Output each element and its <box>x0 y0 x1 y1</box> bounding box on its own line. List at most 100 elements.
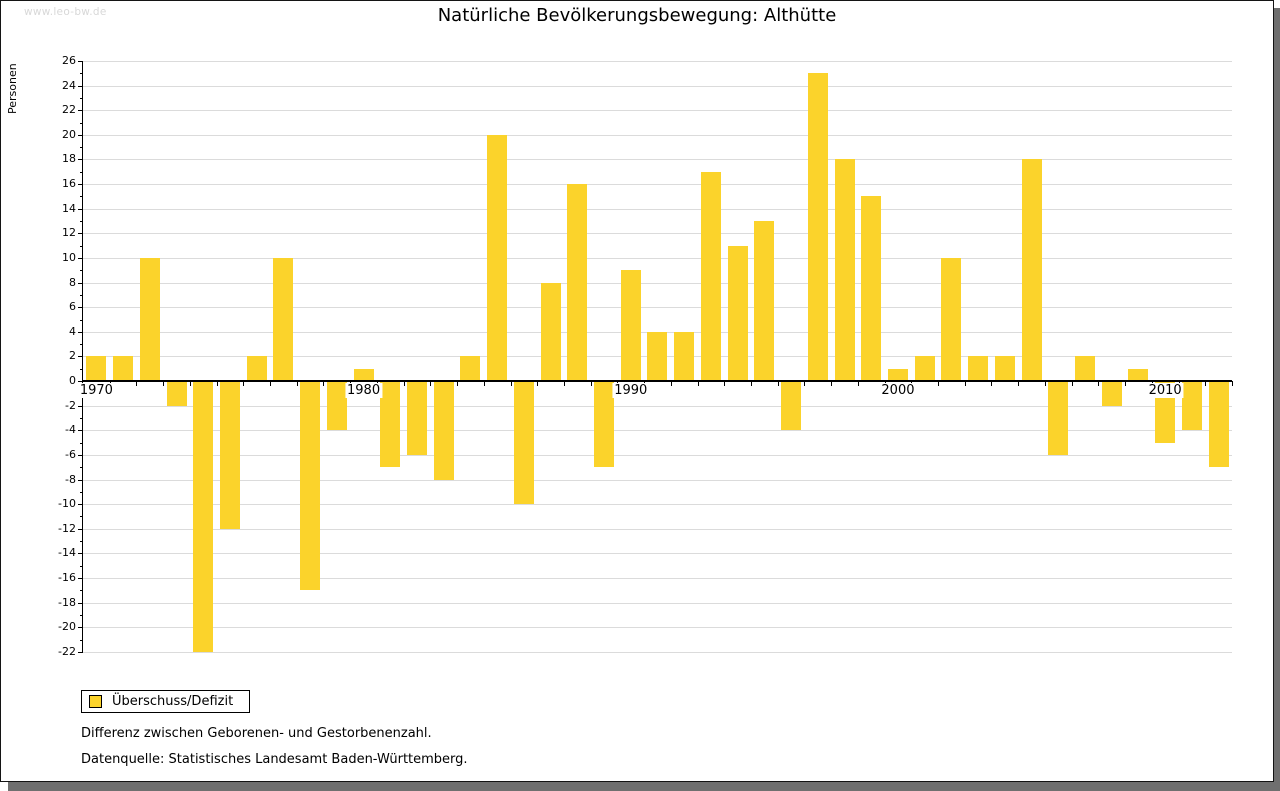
y-axis-tick <box>78 61 83 62</box>
gridline-26 <box>83 61 1232 62</box>
bar-1973 <box>166 381 187 406</box>
bar-1977 <box>273 257 294 382</box>
x-axis-tick <box>163 381 165 387</box>
y-axis-tick <box>78 331 83 333</box>
bar-2008 <box>1101 381 1122 406</box>
gridline-18 <box>83 159 1232 161</box>
x-axis-tick <box>1044 381 1046 387</box>
bar-1972 <box>139 257 160 382</box>
y-axis-tick <box>78 528 83 530</box>
x-axis-tick <box>1098 381 1100 387</box>
bar-1985 <box>487 134 508 382</box>
y-tick-label: -18 <box>58 595 76 609</box>
gridline--18 <box>83 602 1232 604</box>
y-tick-label: 18 <box>62 152 76 166</box>
y-tick-label: 24 <box>62 78 76 92</box>
y-axis-tick <box>78 381 83 383</box>
y-tick-label: -4 <box>65 423 76 437</box>
gridline-10 <box>83 257 1232 259</box>
x-axis-tick <box>457 381 459 387</box>
x-axis-tick <box>537 381 539 387</box>
watermark: www.leo-bw.de <box>24 6 107 18</box>
footnote-source: Datenquelle: Statistisches Landesamt Bad… <box>81 752 468 767</box>
y-axis-tick <box>78 504 83 506</box>
window-shadow-bottom <box>8 782 1274 791</box>
bar-1998 <box>834 159 855 382</box>
x-decade-label-1970: 1970 <box>77 383 115 399</box>
bar-2012 <box>1208 381 1229 468</box>
gridline--14 <box>83 553 1232 555</box>
y-axis-tick <box>78 85 83 87</box>
bar-2009 <box>1128 368 1149 382</box>
y-axis-tick <box>78 307 83 309</box>
y-tick-label: -22 <box>58 644 76 658</box>
bar-1994 <box>727 245 748 382</box>
y-tick-label: 22 <box>62 103 76 117</box>
bar-1990 <box>620 270 641 382</box>
gridline-20 <box>83 134 1232 136</box>
x-axis-tick <box>189 381 191 387</box>
bar-1983 <box>433 381 454 480</box>
bar-1974 <box>193 381 214 652</box>
bar-1993 <box>700 171 721 382</box>
bar-2005 <box>1021 159 1042 382</box>
y-axis-tick <box>78 479 83 481</box>
x-axis-tick <box>136 381 138 387</box>
x-axis-tick <box>296 381 298 387</box>
y-axis-line <box>81 61 83 652</box>
legend-label: Überschuss/Defizit <box>112 694 234 709</box>
gridline--6 <box>83 454 1232 456</box>
x-axis-tick <box>991 381 993 387</box>
gridline--16 <box>83 578 1232 580</box>
y-tick-label: 6 <box>69 300 76 314</box>
x-axis-tick <box>510 381 512 387</box>
bar-1997 <box>807 73 828 382</box>
bar-1984 <box>460 356 481 382</box>
gridline-16 <box>83 184 1232 186</box>
x-axis-tick <box>216 381 218 387</box>
gridline--20 <box>83 627 1232 629</box>
bar-1995 <box>754 221 775 382</box>
y-axis-tick <box>78 208 83 210</box>
x-axis-tick <box>804 381 806 387</box>
x-axis-tick <box>857 381 859 387</box>
x-decade-label-1990: 1990 <box>612 383 650 399</box>
y-tick-label: 0 <box>69 374 76 388</box>
gridline-14 <box>83 208 1232 210</box>
gridline--22 <box>83 651 1232 653</box>
bar-1979 <box>326 381 347 431</box>
bar-1986 <box>513 381 534 505</box>
bar-1987 <box>540 282 561 382</box>
x-axis-tick <box>1231 381 1233 387</box>
y-tick-label: 10 <box>62 250 76 264</box>
y-axis-tick <box>78 356 83 358</box>
bar-1989 <box>594 381 615 468</box>
x-axis-tick <box>697 381 699 387</box>
legend: Überschuss/Defizit <box>81 690 250 713</box>
y-tick-label: -6 <box>65 447 76 461</box>
y-tick-label: 2 <box>69 349 76 363</box>
y-axis-tick <box>78 282 83 284</box>
x-decade-label-2010: 2010 <box>1146 383 1184 399</box>
bar-1970 <box>86 356 107 382</box>
bar-2003 <box>968 356 989 382</box>
bar-1992 <box>674 331 695 382</box>
x-axis-tick <box>1205 381 1207 387</box>
y-axis-tick <box>78 184 83 186</box>
y-tick-label: 4 <box>69 324 76 338</box>
window-shadow-right <box>1274 8 1280 791</box>
bar-2002 <box>941 257 962 382</box>
y-axis-tick <box>78 134 83 136</box>
y-axis-tick <box>78 233 83 235</box>
x-axis-tick <box>403 381 405 387</box>
bar-2011 <box>1181 381 1202 431</box>
gridline--10 <box>83 504 1232 506</box>
y-tick-label: -12 <box>58 521 76 535</box>
bar-1996 <box>781 381 802 431</box>
bar-2004 <box>994 356 1015 382</box>
bar-1980 <box>353 368 374 382</box>
x-axis-tick <box>724 381 726 387</box>
bar-1978 <box>300 381 321 591</box>
